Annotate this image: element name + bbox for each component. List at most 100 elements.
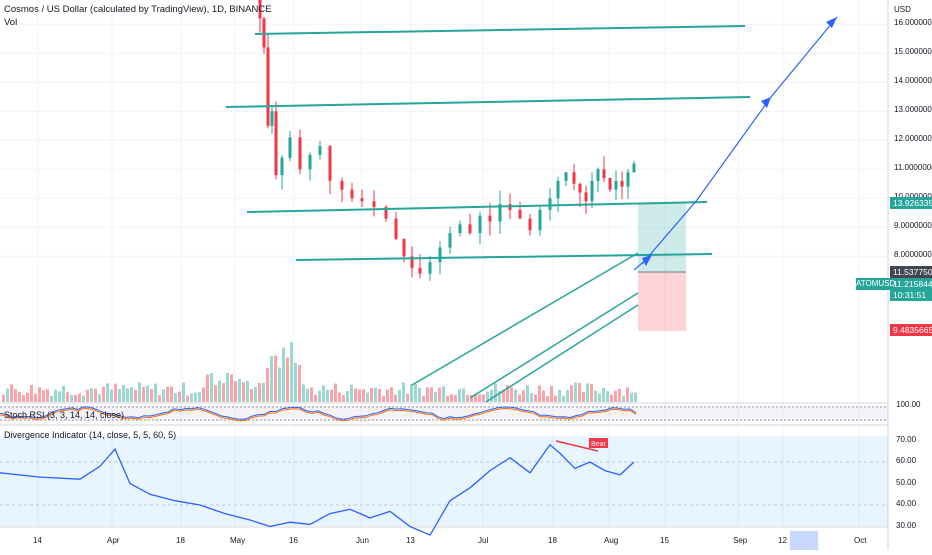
candle-body: [328, 146, 332, 181]
price-tick: 11.0000000: [894, 163, 932, 173]
candle-body: [448, 233, 452, 248]
candle-body: [528, 218, 532, 231]
divergence-label: Divergence Indicator (14, close, 5, 5, 6…: [4, 430, 177, 440]
volume-bar: [346, 391, 349, 402]
volume-bar: [518, 394, 521, 402]
volume-bar: [190, 393, 193, 402]
volume-bar: [134, 389, 137, 402]
volume-bar: [10, 384, 13, 402]
volume-bar: [158, 395, 161, 402]
volume-bar: [358, 389, 361, 402]
candle-body: [266, 47, 270, 126]
candle-body: [384, 207, 388, 219]
volume-bar: [394, 394, 397, 402]
volume-bar: [298, 364, 301, 402]
volume-bar: [578, 382, 581, 402]
level-20: [254, 25, 746, 35]
time-tick: Jun: [356, 536, 369, 545]
grid-lines: [0, 0, 888, 527]
volume-bar: [82, 395, 85, 402]
candle-body: [596, 169, 600, 181]
volume-bar: [430, 387, 433, 402]
volume-bar: [114, 383, 117, 402]
volume-bar: [378, 389, 381, 402]
volume-bar: [474, 393, 477, 402]
volume-bar: [250, 389, 253, 402]
candle-body: [632, 163, 636, 173]
volume-bar: [42, 390, 45, 402]
stop-zone: [638, 272, 686, 331]
volume-bar: [338, 392, 341, 402]
stoch-rsi-label: Stoch RSI (3, 3, 14, 14, close): [4, 410, 125, 420]
volume-bar: [238, 378, 241, 402]
volume-bar: [594, 390, 597, 402]
volume-bar: [466, 394, 469, 402]
volume-bar: [66, 392, 69, 402]
candle-body: [258, 0, 262, 19]
candle-body: [288, 137, 292, 158]
candle-body: [564, 172, 568, 181]
volume-bar: [154, 383, 157, 402]
volume-bar: [34, 393, 37, 402]
volume-bar: [38, 387, 41, 402]
currency-label: USD: [894, 5, 911, 14]
arrow-path: [641, 16, 838, 265]
volume-bar: [174, 393, 177, 402]
volume-bar: [242, 382, 245, 402]
candle-body: [590, 180, 594, 202]
candle-body: [394, 218, 398, 239]
volume-bar: [414, 384, 417, 402]
time-tick: Aug: [604, 536, 619, 545]
volume-bar: [490, 389, 493, 402]
time-tick: Oct: [854, 536, 867, 545]
volume-bar: [534, 394, 537, 402]
volume-bar: [370, 388, 373, 402]
volume-bar: [342, 395, 345, 402]
volume-bar: [610, 394, 613, 402]
volume-bar: [546, 395, 549, 402]
candle-body: [488, 215, 492, 222]
time-tick: Sep: [733, 536, 748, 545]
volume-bar: [170, 386, 173, 402]
volume-bar: [442, 386, 445, 402]
volume-bar: [58, 391, 61, 402]
volume-bar: [586, 383, 589, 402]
bear-label-box: [589, 438, 608, 448]
volume-bar: [202, 387, 205, 402]
countdown-tag: 10:31:51: [890, 289, 932, 301]
volume-bar: [550, 385, 553, 402]
volume-bar: [522, 390, 525, 402]
volume-bar: [182, 382, 185, 402]
last-price-tag: 11.2158442: [890, 278, 932, 290]
candle-body: [438, 247, 442, 263]
candle-body: [298, 137, 302, 170]
candle-body: [468, 224, 472, 234]
volume-bar: [282, 347, 285, 402]
time-tick: Apr: [107, 536, 120, 545]
volume-bar: [426, 387, 429, 402]
symbol-title: Cosmos / US Dollar (calculated by Tradin…: [4, 4, 272, 15]
volume-bar: [614, 390, 617, 402]
volume-bar: [150, 388, 153, 402]
volume-bar: [374, 387, 377, 402]
volume-bar: [470, 394, 473, 402]
volume-bar: [14, 389, 17, 402]
candle-body: [418, 267, 422, 274]
price-tick: 15.0000000: [894, 47, 932, 57]
volume-bar: [458, 389, 461, 402]
level-17: [225, 96, 751, 108]
stoch-tick: 100.00: [896, 400, 921, 409]
volume-bar: [98, 394, 101, 402]
volume-bar: [498, 390, 501, 402]
volume-bar: [538, 385, 541, 402]
volume-bar: [462, 388, 465, 402]
volume-bar: [438, 387, 441, 402]
candle-body: [614, 180, 618, 190]
stoch-d-line: [0, 407, 637, 422]
price-tick: 10.0000000: [894, 192, 932, 201]
divergence-tick: 50.00: [896, 477, 917, 487]
volume-bar: [530, 393, 533, 402]
volume-bar: [562, 395, 565, 402]
